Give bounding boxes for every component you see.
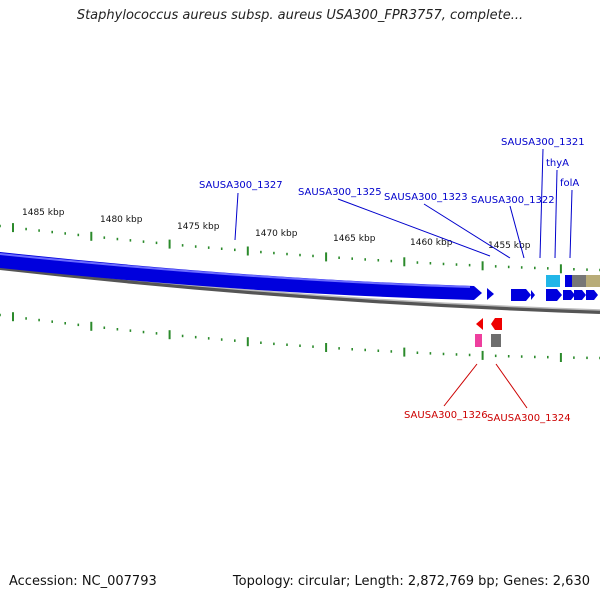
forward-gene-large-shine [0,253,471,288]
leader-thyA [554,169,558,259]
leader-1324 [495,363,528,409]
feature-box-khaki[interactable] [586,275,600,287]
reverse-gene-2[interactable] [491,318,502,330]
gene-label-SAUSA300_1323[interactable]: SAUSA300_1323 [384,192,468,203]
feature-box-cyan[interactable] [546,275,560,287]
forward-gene-large-arrowhead [474,286,482,300]
gene-label-folA[interactable]: folA [560,178,579,189]
gene-label-SAUSA300_1322[interactable]: SAUSA300_1322 [471,195,555,206]
gene-label-thyA[interactable]: thyA [546,158,569,169]
feature-box-pink[interactable] [475,334,482,347]
gene-label-SAUSA300_1324[interactable]: SAUSA300_1324 [487,413,571,424]
feature-box-gray[interactable] [572,275,586,287]
leader-1322 [509,205,525,259]
gene-label-SAUSA300_1325[interactable]: SAUSA300_1325 [298,187,382,198]
leader-1323 [423,203,511,259]
ruler-label-1460: 1460 kbp [410,238,453,248]
leader-1325 [337,198,491,257]
leader-1321 [539,148,544,259]
ruler-label-1485: 1485 kbp [22,208,65,218]
leader-folA [569,189,573,259]
gene-label-SAUSA300_1327[interactable]: SAUSA300_1327 [199,180,283,191]
forward-label-leaders [234,148,573,259]
forward-gene-small-2[interactable] [511,289,531,301]
gene-label-SAUSA300_1326[interactable]: SAUSA300_1326 [404,410,488,421]
map-title: Staphylococcus aureus subsp. aureus USA3… [76,8,524,23]
leader-1327 [234,192,239,241]
reverse-gene-1[interactable] [476,318,483,330]
feature-box-dark-gray[interactable] [491,334,501,347]
ruler-ticks-outer [0,223,600,274]
forward-gene-small-1[interactable] [487,288,494,300]
ruler-label-1475: 1475 kbp [177,222,220,232]
backbone-line [0,266,600,314]
leader-1326 [443,363,478,407]
forward-gene-small-5[interactable] [563,290,575,300]
ruler-label-1480: 1480 kbp [100,215,143,225]
ruler-label-1465: 1465 kbp [333,234,376,244]
forward-gene-small-7[interactable] [586,290,598,300]
genome-summary-text: Topology: circular; Length: 2,872,769 bp… [232,574,590,589]
feature-box-blue[interactable] [565,275,572,287]
ruler-ticks-inner [0,312,600,362]
gene-label-SAUSA300_1321[interactable]: SAUSA300_1321 [501,137,585,148]
forward-gene-small-6[interactable] [574,290,586,300]
forward-gene-small-3[interactable] [531,290,535,300]
forward-gene-large[interactable] [0,252,474,300]
forward-gene-small-4[interactable] [546,289,562,301]
reverse-label-leaders [443,363,528,409]
ruler-label-1455: 1455 kbp [488,241,531,251]
accession-text: Accession: NC_007793 [9,574,157,589]
ruler-label-1470: 1470 kbp [255,229,298,239]
